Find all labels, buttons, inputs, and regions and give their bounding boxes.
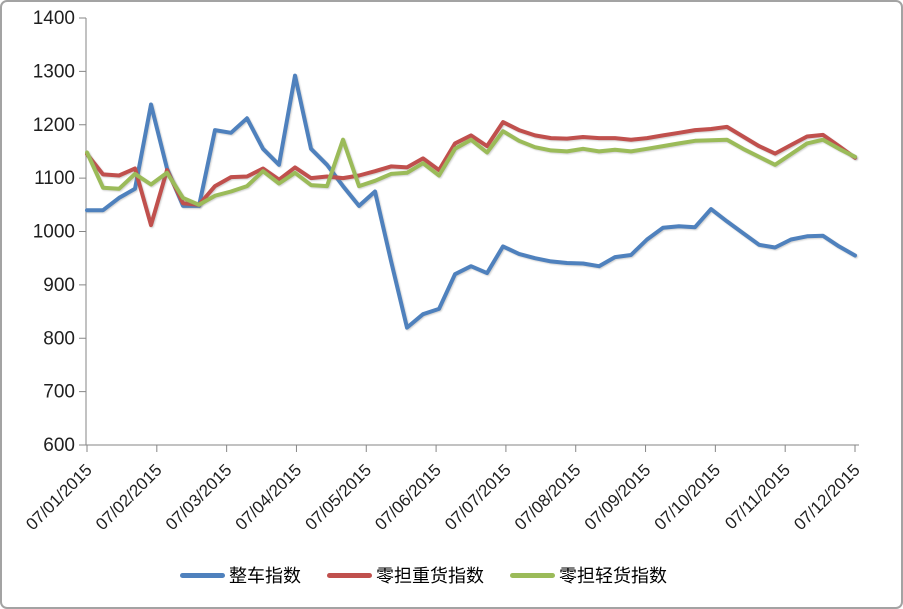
x-tick-label: 07/08/2015 xyxy=(511,460,585,534)
legend-line-swatch-green xyxy=(510,572,555,578)
series-line-2 xyxy=(85,129,857,207)
y-tick-label: 1300 xyxy=(33,61,75,82)
x-tick-label: 07/02/2015 xyxy=(92,460,166,534)
x-tick-label: 07/11/2015 xyxy=(721,460,794,533)
y-tick-label: 1000 xyxy=(33,222,75,243)
legend-label-ltl-light: 零担轻货指数 xyxy=(559,566,667,586)
x-tick-label: 07/07/2015 xyxy=(441,460,515,534)
y-tick-label: 700 xyxy=(43,382,75,403)
y-tick-label: 600 xyxy=(43,435,75,456)
y-tick-label: 1200 xyxy=(33,115,75,136)
legend-item-ltl-light: 零担轻货指数 xyxy=(510,562,667,588)
legend-label-ltl-heavy: 零担重货指数 xyxy=(376,566,484,586)
x-tick-label: 07/12/2015 xyxy=(790,460,864,534)
y-tick-label: 1100 xyxy=(34,168,75,189)
series-line-1 xyxy=(85,120,857,228)
y-tick-label: 900 xyxy=(43,275,75,296)
y-tick-label: 1400 xyxy=(33,8,75,29)
x-tick-label: 07/09/2015 xyxy=(581,460,655,534)
x-tick-label: 07/05/2015 xyxy=(301,460,375,534)
legend-line-swatch-blue xyxy=(180,572,225,578)
x-tick-label: 07/03/2015 xyxy=(162,460,236,534)
x-tick-label: 07/01/2015 xyxy=(22,460,96,534)
legend-label-truckload: 整车指数 xyxy=(229,566,301,586)
legend-line-swatch-red xyxy=(327,572,372,578)
series-line-0 xyxy=(85,73,857,330)
x-tick-label: 07/04/2015 xyxy=(232,460,306,534)
x-tick-label: 07/10/2015 xyxy=(651,460,725,534)
x-tick-label: 07/06/2015 xyxy=(371,460,445,534)
legend-item-ltl-heavy: 零担重货指数 xyxy=(327,562,484,588)
chart-legend: 整车指数 零担重货指数 零担轻货指数 xyxy=(2,562,873,588)
y-tick-label: 800 xyxy=(43,328,75,349)
legend-item-truckload: 整车指数 xyxy=(180,562,301,588)
